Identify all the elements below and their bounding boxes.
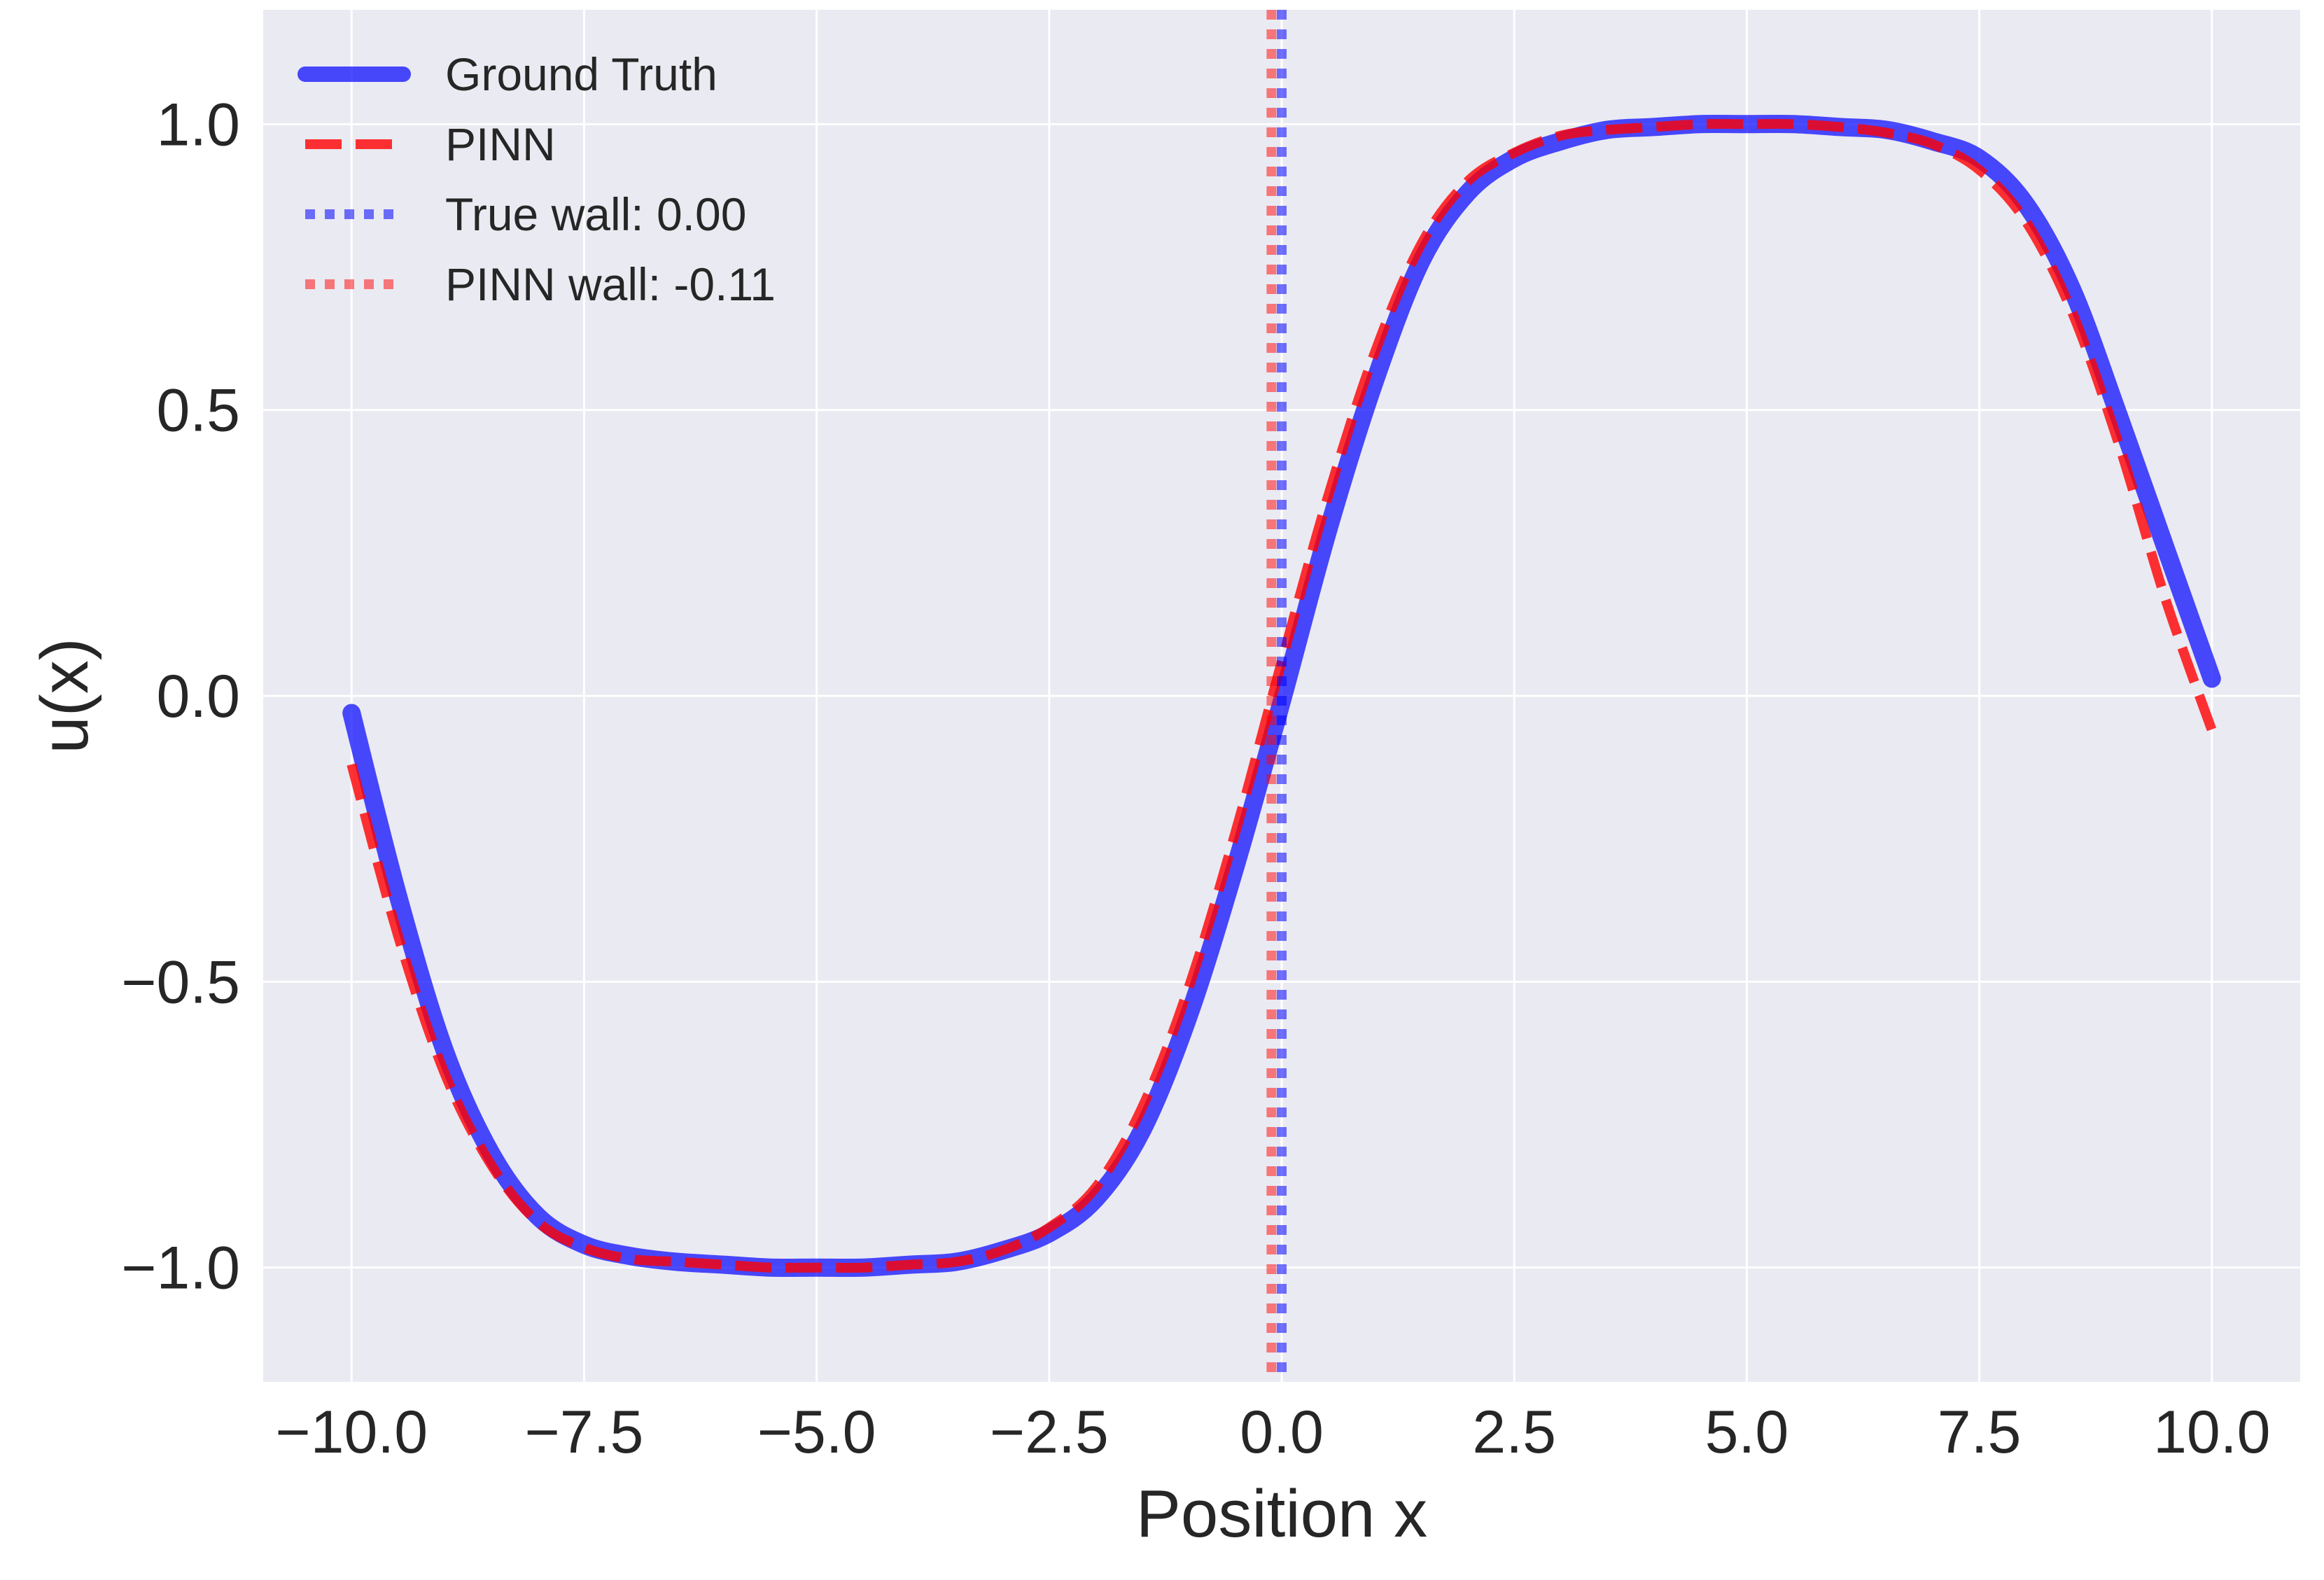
legend-label-true-wall: True wall: 0.00 [445,188,746,240]
x-tick-label: 2.5 [1472,1399,1556,1466]
x-tick-label: −10.0 [275,1399,428,1466]
x-tick-label: −7.5 [525,1399,644,1466]
y-axis-label: u(x) [27,638,102,753]
y-tick-label: 1.0 [156,91,240,158]
legend-label-pinn: PINN [445,118,556,170]
legend: Ground Truth PINN True wall: 0.00 PINN w… [298,48,776,310]
x-tick-label: −5.0 [757,1399,876,1466]
x-tick-label: 7.5 [1938,1399,2022,1466]
y-tick-label: −1.0 [121,1235,240,1302]
x-tick-label: −2.5 [990,1399,1109,1466]
x-tick-label: 10.0 [2153,1399,2270,1466]
x-tick-label: 5.0 [1705,1399,1789,1466]
y-tick-labels: −1.0 −0.5 0.0 0.5 1.0 [121,91,240,1301]
legend-label-pinn-wall: PINN wall: -0.11 [445,258,776,310]
x-tick-labels: −10.0 −7.5 −5.0 −2.5 0.0 2.5 5.0 7.5 10.0 [275,1399,2270,1466]
y-tick-label: −0.5 [121,949,240,1016]
y-tick-label: 0.5 [156,377,240,445]
x-axis-label: Position x [1136,1476,1427,1551]
legend-label-ground-truth: Ground Truth [445,48,718,100]
x-tick-label: 0.0 [1240,1399,1324,1466]
y-tick-label: 0.0 [156,663,240,730]
series-layer [342,10,2221,1382]
